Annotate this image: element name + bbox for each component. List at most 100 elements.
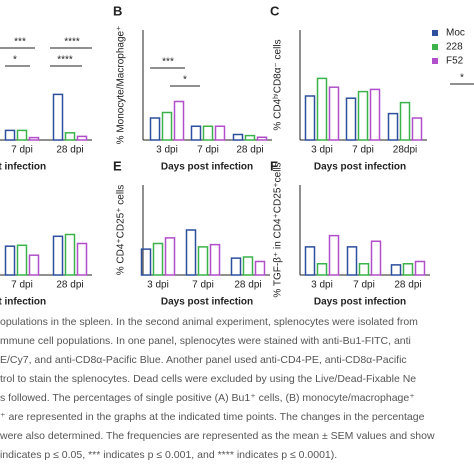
caption-line: opulations in the spleen. In the second … — [0, 316, 418, 328]
bar — [209, 243, 221, 276]
x-tick-label: 3 dpi — [147, 280, 169, 291]
caption-line: trol to stain the splenocytes. Dead cell… — [0, 373, 416, 385]
bar — [316, 77, 328, 141]
significance: **** — [57, 55, 73, 66]
bar — [244, 134, 256, 141]
x-axis-label: Days post infection — [161, 297, 253, 308]
bar — [197, 246, 209, 276]
legend-swatch — [432, 30, 438, 36]
bar — [64, 132, 76, 141]
significance: *** — [162, 57, 174, 68]
bar — [370, 240, 382, 276]
bar — [164, 237, 176, 276]
significance: *** — [14, 37, 26, 48]
x-tick-label: 28 dpi — [56, 145, 83, 156]
x-tick-label: 3 dpi — [311, 145, 333, 156]
x-axis-label: Days post infection — [161, 162, 253, 173]
legend-label: Moc — [446, 28, 465, 39]
bar — [357, 90, 369, 141]
x-tick-label: 7 dpi — [197, 145, 219, 156]
y-axis-label: % Monocyte/Macrophage⁺ — [116, 26, 127, 145]
bar — [76, 242, 88, 276]
caption-line: E/Cy7, and anti-CD8α-Pacific Blue. Anoth… — [0, 354, 407, 366]
bar — [28, 254, 40, 276]
bar — [242, 256, 254, 276]
bar — [140, 248, 152, 276]
caption-line: were also determined. The frequencies ar… — [0, 430, 435, 442]
bar — [52, 93, 64, 141]
bar — [358, 263, 370, 276]
panel-letter: C — [270, 3, 280, 18]
x-tick-label: 7 dpi — [192, 280, 214, 291]
bar — [4, 129, 16, 141]
caption-line: indicates p ≤ 0.05, *** indicates p ≤ 0.… — [0, 449, 337, 461]
bar — [28, 136, 40, 141]
panel-letter: B — [113, 3, 122, 18]
x-tick-label: 7 dpi — [11, 145, 33, 156]
bar — [152, 242, 164, 276]
legend-swatch — [432, 58, 438, 64]
x-tick-label: 28dpi — [393, 145, 417, 156]
x-tick-label: 28 dpi — [56, 280, 83, 291]
significance: **** — [64, 37, 80, 48]
bar — [414, 260, 426, 276]
bar — [346, 246, 358, 276]
x-axis-label: Days post infection — [0, 162, 46, 173]
bar — [185, 229, 197, 276]
bar — [369, 88, 381, 141]
bar — [64, 233, 76, 276]
legend-label: 228 — [446, 42, 463, 53]
x-tick-label: 7 dpi — [11, 280, 33, 291]
bar — [256, 136, 268, 141]
bar — [190, 125, 202, 141]
bar — [161, 111, 173, 141]
bar — [390, 264, 402, 276]
caption-line: s followed. The percentages of single po… — [0, 392, 415, 404]
bar — [345, 97, 357, 141]
x-axis-label: Days post infection — [314, 297, 406, 308]
x-tick-label: 28 dpi — [234, 280, 261, 291]
x-axis-label: Days post infection — [314, 162, 406, 173]
bar — [402, 263, 414, 276]
x-tick-label: 3 dpi — [311, 280, 333, 291]
bar — [399, 101, 411, 141]
bar — [149, 117, 161, 141]
bar — [254, 260, 266, 276]
bar — [304, 246, 316, 276]
y-axis-label: % CD4ʰⁱCD8α⁻ cells — [273, 39, 284, 130]
y-axis-label: % TGF-β⁺ in CD4⁺CD25⁺cells — [273, 162, 284, 297]
bar — [52, 235, 64, 276]
panel-letter: E — [113, 158, 122, 173]
significance: * — [13, 55, 17, 66]
bar — [316, 263, 328, 276]
bar — [16, 244, 28, 276]
bar — [328, 86, 340, 141]
x-axis-label: Days post infection — [0, 297, 46, 308]
bar — [202, 125, 214, 141]
caption-line: ⁺ are represented in the graphs at the i… — [0, 411, 425, 423]
x-tick-label: 28 dpi — [236, 145, 263, 156]
legend-swatch — [432, 44, 438, 50]
bar — [411, 117, 423, 141]
panel-letter: F — [270, 158, 278, 173]
legend-label: F52 — [446, 56, 464, 67]
significance: * — [183, 75, 187, 86]
x-tick-label: 7 dpi — [353, 280, 375, 291]
x-tick-label: 3 dpi — [156, 145, 178, 156]
y-axis-label: % CD4⁺CD25⁺ cells — [116, 185, 127, 276]
bar — [387, 112, 399, 141]
bar — [173, 100, 185, 141]
x-tick-label: 28 dpi — [394, 280, 421, 291]
caption-line: mmune cell populations. In one panel, sp… — [0, 335, 411, 347]
x-tick-label: 7 dpi — [352, 145, 374, 156]
bar — [304, 95, 316, 141]
significance: * — [460, 73, 464, 84]
bar — [232, 133, 244, 141]
bar — [16, 129, 28, 141]
bar — [214, 125, 226, 141]
bar — [76, 135, 88, 141]
bar — [230, 257, 242, 276]
bar — [328, 234, 340, 276]
bar — [4, 245, 16, 276]
